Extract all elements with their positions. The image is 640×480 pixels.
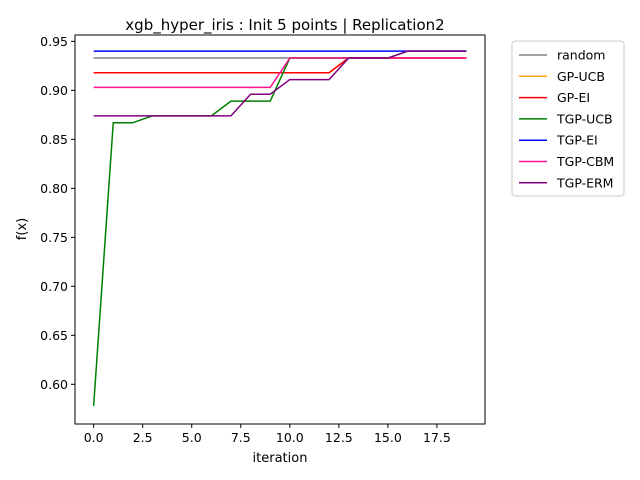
x-axis: 0.0 2.5 5.0 7.5 10.0 12.5 15.0 17.5 bbox=[84, 424, 451, 445]
x-tick-label: 7.5 bbox=[231, 430, 251, 445]
legend-label-gp-ei: GP-EI bbox=[557, 90, 590, 105]
legend-label-tgp-ei: TGP-EI bbox=[556, 133, 598, 148]
y-axis: 0.60 0.65 0.70 0.75 0.80 0.85 0.90 0.95 bbox=[40, 34, 75, 392]
chart-title: xgb_hyper_iris : Init 5 points | Replica… bbox=[125, 16, 444, 35]
legend: random GP-UCB GP-EI TGP-UCB TGP-EI TGP-CBM TGP… bbox=[511, 40, 625, 197]
y-tick-label: 0.90 bbox=[40, 83, 68, 98]
x-tick-label: 5.0 bbox=[182, 430, 202, 445]
y-tick-label: 0.60 bbox=[40, 377, 68, 392]
series-line-gp-ucb bbox=[93, 57, 467, 74]
x-axis-title: iteration bbox=[253, 451, 308, 466]
series-line-gp-ei bbox=[93, 57, 467, 74]
series-line-tgp-cbm bbox=[93, 57, 467, 89]
x-tick-label: 12.5 bbox=[325, 430, 353, 445]
series-layer bbox=[92, 50, 467, 406]
x-tick-label: 15.0 bbox=[374, 430, 402, 445]
y-tick-label: 0.70 bbox=[40, 279, 68, 294]
legend-label-tgp-erm: TGP-ERM bbox=[556, 175, 613, 190]
y-tick-label: 0.80 bbox=[40, 181, 68, 196]
legend-label-random: random bbox=[557, 48, 605, 63]
x-tick-label: 17.5 bbox=[423, 430, 451, 445]
y-axis-title: f(x) bbox=[15, 218, 30, 240]
x-tick-label: 0.0 bbox=[84, 430, 104, 445]
series-line-tgp-erm bbox=[93, 50, 467, 117]
legend-label-gp-ucb: GP-UCB bbox=[557, 69, 605, 84]
y-tick-label: 0.65 bbox=[40, 328, 68, 343]
x-tick-label: 2.5 bbox=[133, 430, 153, 445]
y-tick-label: 0.95 bbox=[40, 34, 68, 49]
legend-label-tgp-cbm: TGP-CBM bbox=[556, 154, 614, 169]
legend-label-tgp-ucb: TGP-UCB bbox=[556, 111, 613, 126]
y-tick-label: 0.75 bbox=[40, 230, 68, 245]
series-line-tgp-ucb bbox=[92, 50, 467, 406]
legend-items: random GP-UCB GP-EI TGP-UCB TGP-EI TGP-CBM TGP… bbox=[519, 48, 614, 190]
plot-frame bbox=[74, 34, 486, 425]
y-tick-label: 0.85 bbox=[40, 132, 68, 147]
x-tick-label: 10.0 bbox=[276, 430, 304, 445]
legend-box bbox=[511, 40, 625, 197]
